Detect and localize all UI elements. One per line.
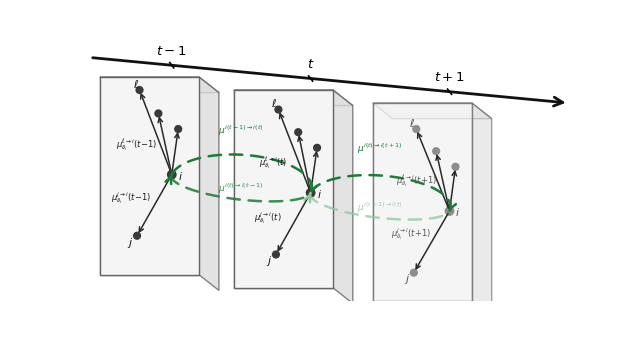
Point: [444, 208, 454, 214]
Text: $\mu_{\partial_i}^{\ell\to i}(t\!+\!1)$: $\mu_{\partial_i}^{\ell\to i}(t\!+\!1)$: [396, 173, 438, 189]
Point: [153, 111, 163, 116]
Point: [409, 270, 419, 275]
Text: $\mu_{\partial_i}^{j\to i}(t\!-\!1)$: $\mu_{\partial_i}^{j\to i}(t\!-\!1)$: [111, 190, 151, 206]
Text: $\mu_{\partial_i}^{\ell\to i}(t)$: $\mu_{\partial_i}^{\ell\to i}(t)$: [259, 155, 287, 171]
Polygon shape: [372, 103, 472, 301]
Point: [451, 164, 461, 169]
Polygon shape: [372, 103, 472, 301]
Text: $\mu^{i(t+1)\to i(t)}$: $\mu^{i(t+1)\to i(t)}$: [357, 201, 403, 215]
Text: $j$: $j$: [404, 272, 410, 287]
Text: $\ell$: $\ell$: [133, 77, 139, 90]
Polygon shape: [234, 90, 333, 288]
Text: $t-1$: $t-1$: [156, 45, 187, 58]
Text: $t+1$: $t+1$: [434, 71, 465, 84]
Text: $\mu_{\partial_i}^{\ell\to i}(t\!-\!1)$: $\mu_{\partial_i}^{\ell\to i}(t\!-\!1)$: [116, 137, 157, 153]
Text: $\ell$: $\ell$: [271, 97, 278, 109]
Polygon shape: [234, 90, 333, 288]
Text: $j$: $j$: [266, 254, 273, 268]
Text: $j$: $j$: [127, 236, 134, 249]
Text: $i$: $i$: [178, 170, 183, 182]
Point: [411, 126, 421, 132]
Text: $\mu_{\partial_i}^{j\to i}(t\!+\!1)$: $\mu_{\partial_i}^{j\to i}(t\!+\!1)$: [392, 226, 432, 242]
Point: [173, 126, 183, 132]
Point: [293, 129, 303, 135]
Text: $\ell$: $\ell$: [410, 117, 415, 129]
Text: $\mu^{i(t-1)\to i(t)}$: $\mu^{i(t-1)\to i(t)}$: [218, 124, 264, 138]
Polygon shape: [472, 103, 492, 316]
Text: $\mu^{i(t)\to i(t+1)}$: $\mu^{i(t)\to i(t+1)}$: [357, 142, 403, 156]
Polygon shape: [234, 90, 353, 105]
Text: $\mu^{i(t)\to i(t-1)}$: $\mu^{i(t)\to i(t-1)}$: [218, 181, 264, 195]
Text: $i$: $i$: [317, 188, 322, 200]
Text: $i$: $i$: [456, 206, 461, 218]
Text: $\mu_{\partial_i}^{j\to i}(t)$: $\mu_{\partial_i}^{j\to i}(t)$: [253, 210, 281, 225]
Polygon shape: [100, 77, 219, 93]
Point: [431, 148, 441, 154]
Point: [305, 190, 316, 195]
Polygon shape: [199, 77, 219, 290]
Point: [273, 107, 284, 112]
Polygon shape: [100, 77, 199, 275]
Polygon shape: [372, 103, 492, 119]
Text: $t$: $t$: [307, 58, 314, 71]
Point: [134, 87, 145, 93]
Point: [312, 145, 322, 150]
Point: [271, 252, 281, 257]
Polygon shape: [100, 77, 199, 275]
Point: [166, 172, 177, 177]
Point: [132, 233, 142, 239]
Polygon shape: [333, 90, 353, 304]
